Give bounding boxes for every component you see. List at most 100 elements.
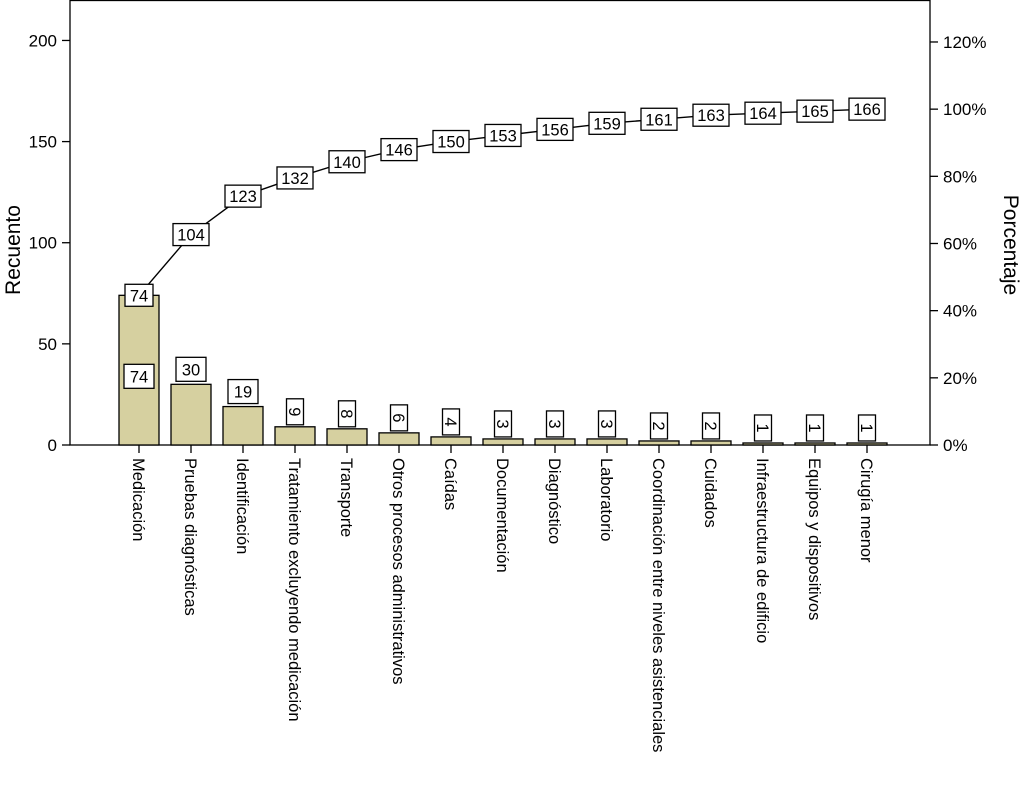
x-tick-label: Cirugía menor: [857, 458, 875, 563]
cumulative-label-box: [276, 166, 314, 190]
bar-label-box: [753, 414, 773, 442]
bar-label-box: [545, 410, 565, 438]
bar: [846, 442, 888, 446]
bar: [742, 442, 784, 446]
y2-tick-label: 100%: [943, 100, 986, 119]
bar-label-box: [123, 363, 155, 389]
bar-label: 2: [649, 421, 667, 430]
bar-label-box: [649, 412, 669, 440]
bar-label: 74: [130, 368, 148, 386]
bar: [378, 432, 420, 446]
cumulative-label: 150: [437, 134, 465, 152]
bar-label-box: [175, 356, 207, 382]
cumulative-label-box: [796, 99, 834, 123]
y-tick-label: 150: [29, 133, 57, 152]
bar-label-box: [227, 378, 259, 405]
bar: [638, 440, 680, 446]
cumulative-label-box: [432, 129, 470, 154]
x-tick-label: Documentación: [493, 458, 511, 573]
bar-label: 8: [337, 409, 355, 418]
bar: [794, 442, 836, 446]
x-tick-label: Caídas: [441, 458, 459, 510]
bar-label-box: [285, 398, 305, 426]
bar: [170, 383, 212, 446]
y-tick-label: 200: [29, 31, 57, 50]
bar-label: 3: [545, 419, 563, 428]
x-tick-label: Transporte: [337, 458, 355, 537]
x-tick-label: Laboratorio: [597, 458, 615, 541]
cumulative-label: 166: [853, 101, 881, 119]
bar-label: 4: [441, 417, 459, 426]
bar-label-box: [493, 410, 513, 438]
x-tick-label: Coordinación entre niveles asistenciales: [649, 458, 667, 752]
bar: [534, 438, 576, 446]
bar-label: 1: [805, 423, 823, 432]
bar-label: 6: [389, 413, 407, 422]
bar: [430, 436, 472, 446]
bar-label: 3: [493, 419, 511, 428]
cumulative-label: 140: [333, 154, 361, 172]
x-tick-label: Tratamiento excluyendo medicación: [285, 458, 303, 722]
y-tick-label: 0: [48, 436, 57, 455]
x-tick-label: Cuidados: [701, 458, 719, 528]
bar-label-box: [337, 400, 357, 428]
cumulative-label: 163: [697, 107, 725, 125]
bar-label: 1: [753, 423, 771, 432]
cumulative-label: 153: [489, 127, 517, 145]
cumulative-label-box: [380, 137, 418, 162]
cumulative-label-box: [536, 117, 574, 142]
y-axis-title: Recuento: [2, 205, 25, 295]
cumulative-label-box: [484, 123, 522, 148]
cumulative-label: 156: [541, 121, 569, 139]
y2-tick-label: 0%: [943, 436, 968, 455]
y2-tick-label: 60%: [943, 234, 977, 253]
cumulative-label: 161: [645, 111, 673, 129]
bar: [482, 438, 524, 446]
cumulative-label-box: [692, 103, 730, 127]
y-tick-label: 100: [29, 234, 57, 253]
x-tick-label: Otros procesos administrativos: [389, 458, 407, 685]
bar-label-box: [805, 414, 825, 442]
cumulative-label-box: [848, 97, 886, 121]
cumulative-label-box: [640, 107, 678, 131]
y-tick-label: 50: [38, 335, 57, 354]
y2-tick-label: 40%: [943, 302, 977, 321]
bar-label: 2: [701, 421, 719, 430]
bar-label-box: [857, 414, 877, 442]
y2-tick-label: 80%: [943, 167, 977, 186]
bar-label: 1: [857, 423, 875, 432]
cumulative-label: 104: [177, 227, 205, 245]
bar-label: 19: [234, 384, 252, 402]
cumulative-label-box: [124, 283, 154, 307]
cumulative-label-box: [172, 222, 210, 247]
cumulative-label: 74: [130, 287, 148, 305]
x-tick-label: Equipos y dispositivos: [805, 458, 823, 620]
x-tick-label: Infraestructura de edificio: [753, 458, 771, 643]
y2-tick-label: 20%: [943, 369, 977, 388]
y2-tick-label: 120%: [943, 33, 986, 52]
bar: [586, 438, 628, 446]
bar-label-box: [597, 410, 617, 438]
cumulative-label-box: [224, 184, 262, 208]
x-tick-label: Identificación: [233, 458, 251, 554]
x-tick-label: Medicación: [129, 458, 147, 541]
cumulative-label-box: [588, 111, 626, 135]
bar-label-box: [701, 412, 721, 440]
cumulative-label: 164: [749, 105, 777, 123]
bar: [222, 405, 264, 446]
cumulative-label: 132: [281, 170, 309, 188]
bar: [326, 428, 368, 446]
bar-label: 3: [597, 419, 615, 428]
cumulative-label-box: [744, 101, 782, 125]
bar: [274, 426, 316, 446]
cumulative-label: 123: [229, 188, 257, 206]
cumulative-label-box: [328, 150, 366, 174]
bar: [690, 440, 732, 446]
cumulative-label: 159: [593, 115, 621, 133]
cumulative-label: 165: [801, 103, 829, 121]
bar-label-box: [389, 404, 409, 432]
x-tick-label: Diagnóstico: [545, 458, 563, 544]
x-tick-label: Pruebas diagnósticas: [181, 458, 199, 616]
